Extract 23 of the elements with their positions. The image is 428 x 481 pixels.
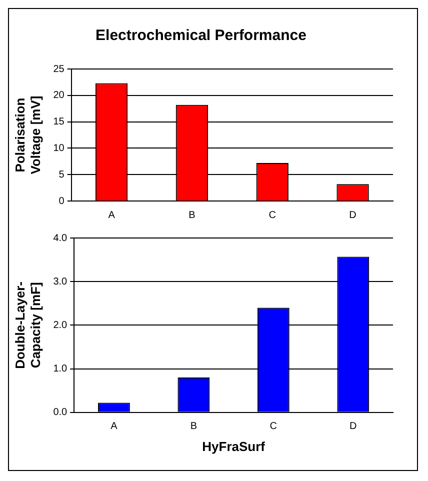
x-tick-label: D (350, 421, 357, 432)
y-axis-title: Polarisation Voltage [mV] (12, 96, 43, 174)
x-tick-label: C (268, 210, 276, 221)
x-axis-title: HyFraSurf (202, 438, 266, 454)
y-tick-label: 25 (53, 64, 65, 75)
y-axis-title: Double-Layer-Capacity [mF] (12, 281, 43, 369)
y-tick-label: 4.0 (53, 232, 68, 244)
x-tick-label: D (349, 210, 356, 221)
x-tick-label: A (110, 421, 118, 432)
y-tick-label: 3.0 (53, 276, 68, 288)
y-tick-label: 15 (53, 116, 65, 128)
y-tick-label: 20 (53, 90, 65, 102)
y-tick-label: 0.0 (53, 407, 68, 418)
x-tick-label: B (188, 210, 196, 221)
y-tick-label: 5 (58, 169, 65, 180)
x-tick-label: B (190, 421, 198, 432)
y-tick-label: 0 (58, 196, 65, 207)
y-tick-label: 10 (53, 142, 65, 154)
y-tick-label: 1.0 (53, 364, 68, 375)
x-tick-label: C (270, 421, 278, 432)
chart-title: Electrochemical Performance (96, 27, 306, 44)
y-tick-label: 2.0 (53, 320, 68, 331)
x-tick-label: A (108, 210, 116, 221)
